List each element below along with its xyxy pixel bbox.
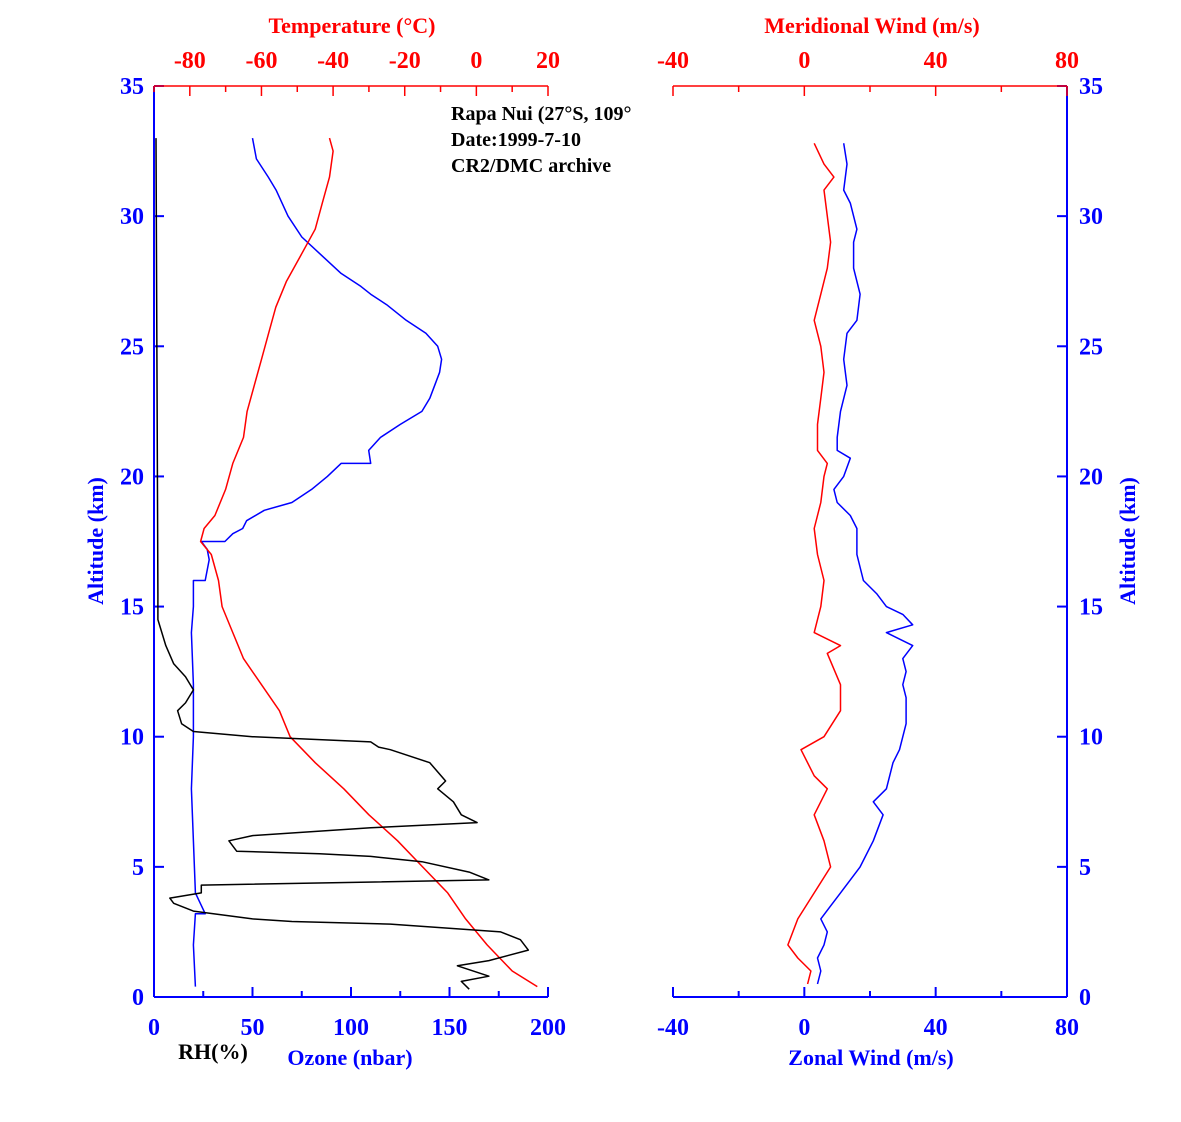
ozone-profile-line	[190, 137, 443, 987]
altitude-tick-label: 30	[1079, 204, 1103, 230]
top-tick-label: 20	[536, 48, 560, 74]
top-tick-label: -20	[389, 48, 421, 74]
temperature-profile-line	[199, 137, 538, 988]
left-altitude-axis: 0 5 10 15 20 25 30 35	[120, 74, 164, 1011]
top-tick-label: 0	[470, 48, 482, 74]
zonal-wind-axis: -40 0 40 80	[657, 987, 1079, 1041]
rh-profile-line	[155, 138, 530, 990]
bottom-tick-label: 50	[241, 1015, 265, 1041]
ozone-axis-title: Ozone (nbar)	[287, 1045, 412, 1070]
altitude-tick-label: 20	[120, 464, 144, 490]
left-altitude-title: Altitude (km)	[83, 477, 108, 605]
bottom-tick-label: 0	[798, 1015, 810, 1041]
bottom-tick-label: 40	[924, 1015, 948, 1041]
right-series	[787, 142, 914, 985]
bottom-tick-label: 80	[1055, 1015, 1079, 1041]
top-tick-label: -60	[245, 48, 277, 74]
altitude-tick-label: 10	[120, 725, 144, 751]
altitude-tick-label: 0	[1079, 985, 1091, 1011]
altitude-tick-label: 25	[120, 334, 144, 360]
bottom-tick-label: -40	[657, 1015, 689, 1041]
bottom-tick-label: 100	[333, 1015, 369, 1041]
temperature-axis-title: Temperature (°C)	[268, 13, 435, 38]
archive-annotation: CR2/DMC archive	[451, 155, 611, 177]
altitude-tick-label: 15	[1079, 595, 1103, 621]
bottom-tick-label: 150	[432, 1015, 468, 1041]
top-tick-label: 40	[924, 48, 948, 74]
meridional-profile-line	[787, 142, 842, 985]
top-tick-label: -80	[174, 48, 206, 74]
zonal-axis-title: Zonal Wind (m/s)	[788, 1045, 953, 1070]
rh-axis-title: RH(%)	[178, 1039, 248, 1064]
altitude-tick-label: 35	[120, 74, 144, 100]
altitude-tick-label: 25	[1079, 334, 1103, 360]
bottom-tick-label: 200	[530, 1015, 566, 1041]
top-tick-label: 0	[798, 48, 810, 74]
ozone-axis: 0 50 100 150 200	[148, 987, 566, 1041]
altitude-tick-label: 10	[1079, 725, 1103, 751]
altitude-tick-label: 0	[132, 985, 144, 1011]
meridional-axis-title: Meridional Wind (m/s)	[764, 13, 980, 38]
top-tick-label: 80	[1055, 48, 1079, 74]
bottom-tick-label: 0	[148, 1015, 160, 1041]
altitude-tick-label: 5	[1079, 855, 1091, 881]
altitude-tick-label: 20	[1079, 464, 1103, 490]
temperature-axis: -80 -60 -40 -20 0 20	[153, 48, 560, 96]
right-panel: 0 5 10 15 20 25 30 35 -40 0 40 80 -40 0 40 80 Meridio…	[657, 13, 1140, 1070]
meridional-wind-axis: -40 0 40 80	[657, 48, 1079, 96]
altitude-tick-label: 35	[1079, 74, 1103, 100]
altitude-tick-label: 15	[120, 595, 144, 621]
zonal-profile-line	[816, 143, 914, 985]
left-series	[155, 137, 538, 990]
station-annotation: Rapa Nui (27°S, 109°	[451, 103, 631, 125]
top-tick-label: -40	[317, 48, 349, 74]
altitude-tick-label: 5	[132, 855, 144, 881]
right-altitude-title: Altitude (km)	[1115, 477, 1140, 605]
right-altitude-axis: 0 5 10 15 20 25 30 35	[1057, 74, 1103, 1011]
date-annotation: Date:1999-7-10	[451, 129, 581, 151]
altitude-tick-label: 30	[120, 204, 144, 230]
top-tick-label: -40	[657, 48, 689, 74]
